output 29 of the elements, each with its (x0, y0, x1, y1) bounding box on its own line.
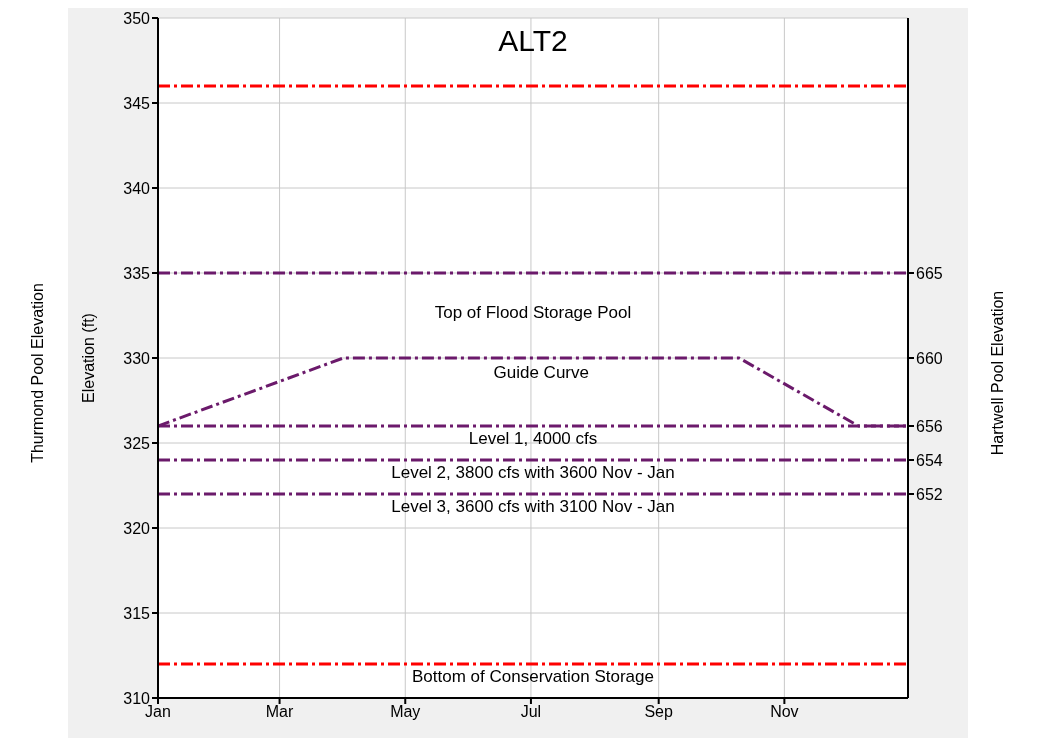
x-tick-label: May (390, 703, 421, 721)
y2-tick-label: 656 (916, 417, 943, 435)
ref-line-label: Level 3, 3600 cfs with 3100 Nov - Jan (391, 497, 675, 517)
series-label: Guide Curve (493, 363, 589, 383)
x-tick-label: Mar (265, 703, 295, 721)
x-tick-label: Nov (770, 703, 799, 721)
y-tick-label: 350 (123, 9, 151, 27)
y-tick-label: 340 (123, 179, 151, 197)
y-tick-label: 335 (123, 264, 151, 282)
y2-tick-label: 652 (916, 485, 943, 503)
ref-line-label: Level 1, 4000 cfs (468, 429, 598, 449)
y-axis-title: Elevation (ft) (79, 313, 97, 403)
y-tick-label: 315 (123, 604, 151, 622)
annotation: Top of Flood Storage Pool (434, 303, 632, 322)
x-tick-label: Jul (520, 703, 542, 721)
x-tick-label: Jan (145, 703, 171, 721)
y2-tick-label: 660 (916, 349, 943, 367)
text: Thurmond Pool Elevation (29, 282, 47, 465)
y-tick-label: 320 (123, 519, 151, 537)
y-tick-label: 345 (123, 94, 151, 112)
y-tick-label: 330 (123, 349, 151, 367)
chart-title: ALT2 (498, 24, 568, 58)
x-tick-label: Sep (644, 703, 674, 721)
y-tick-label: 325 (123, 434, 151, 452)
y2-axis-title: Hartwell Pool Elevation (989, 289, 1007, 458)
ref-line-label: Level 2, 3800 cfs with 3600 Nov - Jan (391, 463, 675, 483)
y2-tick-label: 665 (916, 264, 943, 282)
y2-tick-label: 654 (916, 451, 943, 469)
ref-line-label: Bottom of Conservation Storage (412, 667, 654, 687)
